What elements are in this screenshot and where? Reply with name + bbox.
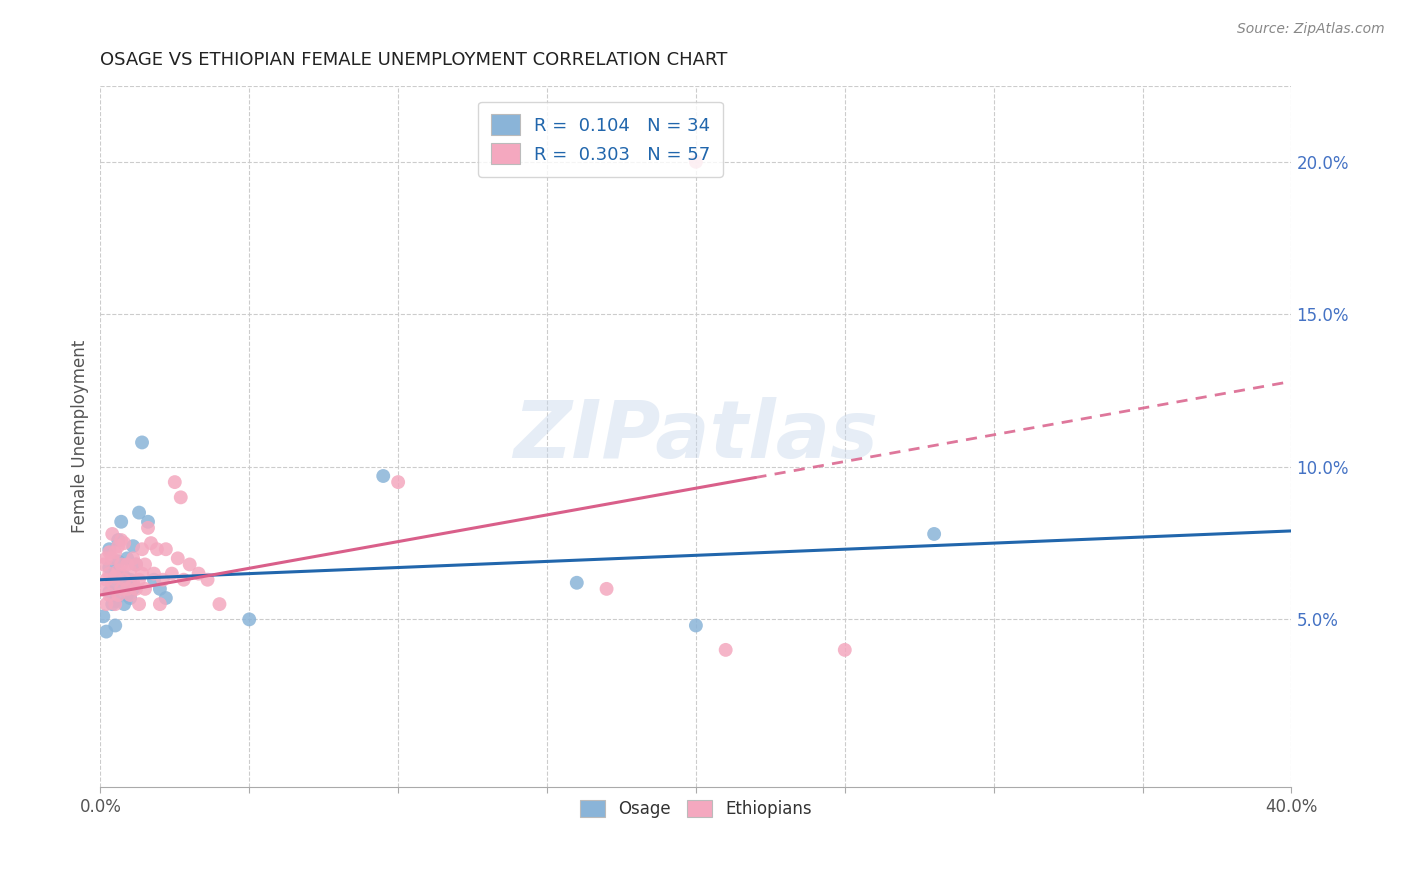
Point: [96, 551, 118, 566]
Point: [149, 597, 172, 611]
Point: [104, 545, 127, 559]
Point: [595, 582, 617, 596]
Point: [173, 573, 195, 587]
Point: [146, 542, 169, 557]
Point: [160, 566, 183, 581]
Point: [714, 643, 737, 657]
Text: ZIPatlas: ZIPatlas: [513, 397, 879, 475]
Point: [107, 588, 129, 602]
Point: [107, 533, 129, 547]
Point: [98, 545, 121, 559]
Point: [179, 558, 201, 572]
Point: [120, 591, 142, 605]
Point: [565, 575, 588, 590]
Point: [120, 588, 142, 602]
Point: [91, 609, 114, 624]
Point: [104, 594, 127, 608]
Point: [110, 582, 132, 596]
Y-axis label: Female Unemployment: Female Unemployment: [72, 340, 89, 533]
Point: [107, 554, 129, 568]
Point: [152, 573, 174, 587]
Point: [238, 612, 260, 626]
Point: [163, 475, 186, 489]
Point: [110, 515, 132, 529]
Point: [98, 560, 121, 574]
Point: [101, 575, 124, 590]
Point: [104, 566, 127, 581]
Point: [187, 566, 209, 581]
Point: [122, 539, 145, 553]
Point: [128, 573, 150, 587]
Point: [112, 597, 135, 611]
Point: [131, 435, 153, 450]
Point: [101, 575, 124, 590]
Point: [387, 475, 409, 489]
Point: [131, 566, 153, 581]
Text: OSAGE VS ETHIOPIAN FEMALE UNEMPLOYMENT CORRELATION CHART: OSAGE VS ETHIOPIAN FEMALE UNEMPLOYMENT C…: [100, 51, 728, 69]
Point: [104, 618, 127, 632]
Point: [110, 582, 132, 596]
Point: [166, 551, 188, 566]
Point: [128, 597, 150, 611]
Point: [110, 558, 132, 572]
Point: [142, 573, 165, 587]
Point: [122, 582, 145, 596]
Point: [131, 542, 153, 557]
Point: [98, 588, 121, 602]
Point: [112, 536, 135, 550]
Point: [170, 491, 193, 505]
Point: [107, 539, 129, 553]
Point: [98, 542, 121, 557]
Point: [110, 533, 132, 547]
Point: [101, 551, 124, 566]
Point: [96, 597, 118, 611]
Point: [98, 566, 121, 581]
Point: [115, 588, 138, 602]
Point: [115, 582, 138, 596]
Point: [107, 564, 129, 578]
Point: [136, 515, 159, 529]
Point: [125, 558, 148, 572]
Point: [134, 558, 156, 572]
Point: [91, 582, 114, 596]
Point: [125, 582, 148, 596]
Point: [125, 558, 148, 572]
Point: [104, 597, 127, 611]
Point: [685, 154, 707, 169]
Point: [155, 591, 177, 605]
Point: [120, 564, 142, 578]
Point: [922, 527, 945, 541]
Point: [101, 527, 124, 541]
Point: [115, 551, 138, 566]
Point: [120, 573, 142, 587]
Point: [139, 536, 162, 550]
Point: [149, 582, 172, 596]
Point: [122, 551, 145, 566]
Point: [142, 566, 165, 581]
Legend: Osage, Ethiopians: Osage, Ethiopians: [574, 793, 818, 824]
Point: [155, 542, 177, 557]
Point: [112, 569, 135, 583]
Text: Source: ZipAtlas.com: Source: ZipAtlas.com: [1237, 22, 1385, 37]
Point: [122, 575, 145, 590]
Point: [134, 582, 156, 596]
Point: [104, 569, 127, 583]
Point: [197, 573, 219, 587]
Point: [98, 585, 121, 599]
Point: [96, 573, 118, 587]
Point: [136, 521, 159, 535]
Point: [128, 506, 150, 520]
Point: [834, 643, 856, 657]
Point: [101, 597, 124, 611]
Point: [208, 597, 231, 611]
Point: [115, 558, 138, 572]
Point: [91, 558, 114, 572]
Point: [685, 618, 707, 632]
Point: [112, 573, 135, 587]
Point: [373, 469, 395, 483]
Point: [96, 624, 118, 639]
